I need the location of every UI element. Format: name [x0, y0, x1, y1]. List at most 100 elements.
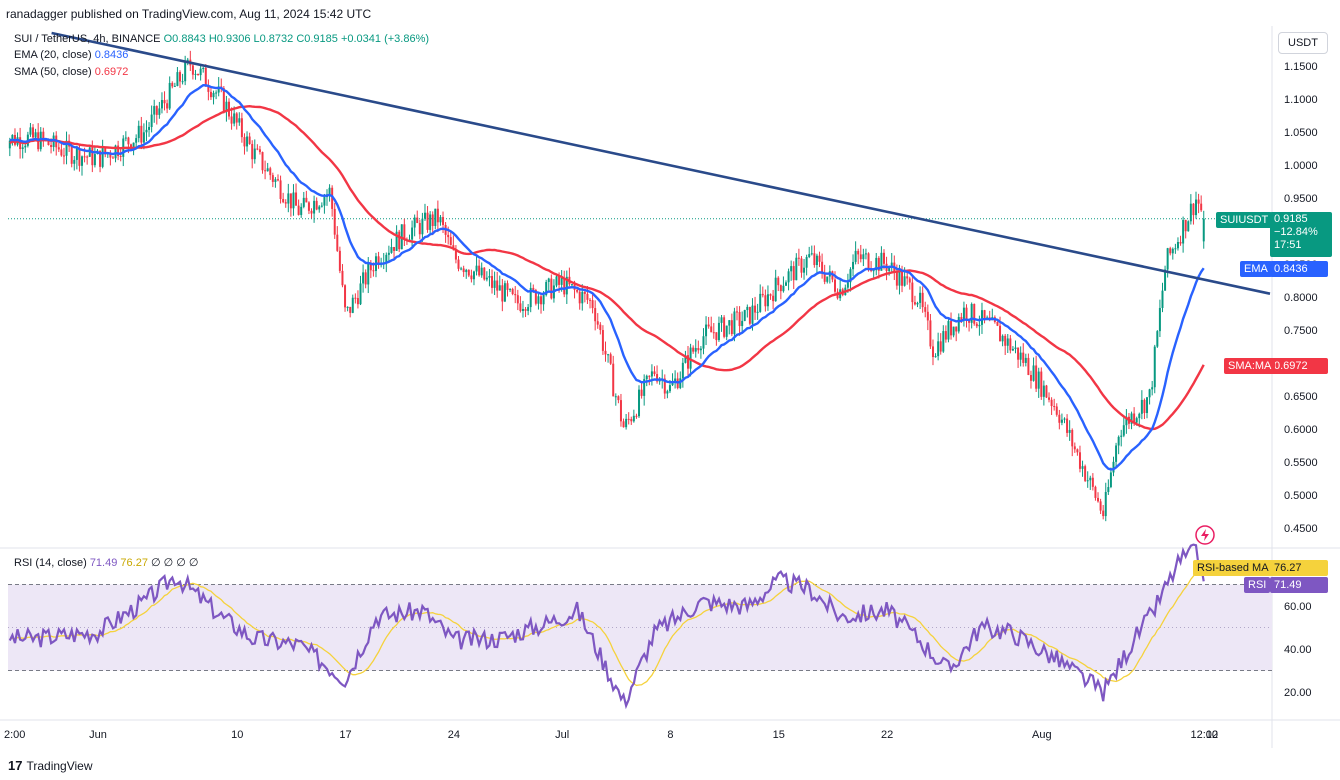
candle[interactable]	[176, 67, 179, 87]
candle[interactable]	[256, 144, 259, 151]
candle[interactable]	[493, 271, 496, 296]
candle[interactable]	[274, 177, 277, 188]
candle[interactable]	[741, 311, 744, 332]
candle[interactable]	[589, 298, 592, 309]
candle[interactable]	[140, 116, 143, 150]
candle[interactable]	[1158, 299, 1161, 338]
candle[interactable]	[333, 202, 336, 239]
candle[interactable]	[194, 69, 197, 80]
candle[interactable]	[217, 77, 220, 97]
candle[interactable]	[509, 288, 512, 293]
candle[interactable]	[86, 155, 89, 165]
candle[interactable]	[145, 120, 148, 142]
candle[interactable]	[199, 64, 202, 81]
candle[interactable]	[93, 145, 96, 168]
candle[interactable]	[506, 280, 509, 297]
candle[interactable]	[913, 295, 916, 306]
candle[interactable]	[666, 389, 669, 399]
candle[interactable]	[1120, 429, 1123, 447]
candle[interactable]	[697, 340, 700, 354]
candle[interactable]	[743, 309, 746, 322]
candle[interactable]	[81, 155, 84, 176]
symbol-legend[interactable]: SUI / TetherUS, 4h, BINANCE O0.8843 H0.9…	[14, 33, 429, 45]
candle[interactable]	[478, 259, 481, 277]
candle[interactable]	[658, 377, 661, 385]
candle[interactable]	[908, 276, 911, 290]
candle[interactable]	[1164, 265, 1167, 291]
candle[interactable]	[715, 332, 718, 346]
candle[interactable]	[975, 321, 978, 329]
candle[interactable]	[13, 128, 16, 147]
candle[interactable]	[1140, 390, 1143, 420]
candle[interactable]	[356, 290, 359, 309]
candle[interactable]	[839, 279, 842, 302]
candle[interactable]	[212, 90, 215, 105]
candle[interactable]	[472, 270, 475, 286]
candle[interactable]	[1097, 492, 1100, 503]
candle[interactable]	[1035, 355, 1038, 392]
candle[interactable]	[540, 294, 543, 314]
candle[interactable]	[1115, 442, 1118, 467]
candle[interactable]	[803, 259, 806, 280]
candle[interactable]	[779, 284, 782, 300]
candle[interactable]	[674, 370, 677, 389]
candle[interactable]	[970, 302, 973, 329]
candle[interactable]	[784, 280, 787, 286]
candle[interactable]	[810, 245, 813, 256]
candle[interactable]	[21, 142, 24, 159]
candle[interactable]	[331, 185, 334, 217]
candle[interactable]	[1099, 498, 1102, 515]
candle[interactable]	[1182, 216, 1185, 253]
candle[interactable]	[1040, 367, 1043, 400]
candle[interactable]	[179, 70, 182, 88]
candle[interactable]	[111, 155, 114, 159]
candle[interactable]	[607, 353, 610, 363]
candle[interactable]	[1055, 403, 1058, 417]
candle[interactable]	[1156, 330, 1159, 348]
candle[interactable]	[875, 252, 878, 276]
candle[interactable]	[769, 293, 772, 300]
candle[interactable]	[638, 385, 641, 418]
candle[interactable]	[797, 248, 800, 266]
candle[interactable]	[449, 231, 452, 246]
candle[interactable]	[609, 352, 612, 365]
candle[interactable]	[238, 112, 241, 126]
candle[interactable]	[1071, 428, 1074, 457]
candle[interactable]	[230, 107, 233, 130]
candle[interactable]	[1058, 409, 1061, 430]
candle[interactable]	[1045, 384, 1048, 399]
candle[interactable]	[748, 306, 751, 326]
candle[interactable]	[1179, 235, 1182, 246]
candle[interactable]	[723, 315, 726, 339]
candle[interactable]	[135, 134, 138, 149]
candle[interactable]	[1022, 343, 1025, 367]
candle[interactable]	[911, 274, 914, 310]
candle[interactable]	[957, 313, 960, 334]
candle[interactable]	[919, 286, 922, 310]
candle[interactable]	[676, 372, 679, 390]
candle[interactable]	[155, 105, 158, 125]
candle[interactable]	[364, 269, 367, 289]
candle[interactable]	[261, 151, 264, 174]
candle[interactable]	[338, 246, 341, 274]
candle[interactable]	[1125, 409, 1128, 434]
candle[interactable]	[805, 254, 808, 276]
candle[interactable]	[37, 123, 40, 152]
candle[interactable]	[955, 326, 958, 342]
candle[interactable]	[289, 193, 292, 217]
candle[interactable]	[148, 122, 151, 137]
candle[interactable]	[75, 145, 78, 170]
candle[interactable]	[271, 172, 274, 188]
candle[interactable]	[1151, 380, 1154, 396]
candle[interactable]	[168, 76, 171, 111]
candle[interactable]	[1189, 194, 1192, 225]
candle[interactable]	[1076, 448, 1079, 456]
candle[interactable]	[457, 256, 460, 272]
candle[interactable]	[663, 374, 666, 399]
candle[interactable]	[480, 262, 483, 278]
candle[interactable]	[627, 412, 630, 425]
candle[interactable]	[594, 300, 597, 331]
candle[interactable]	[246, 131, 249, 152]
candle[interactable]	[1073, 442, 1076, 453]
